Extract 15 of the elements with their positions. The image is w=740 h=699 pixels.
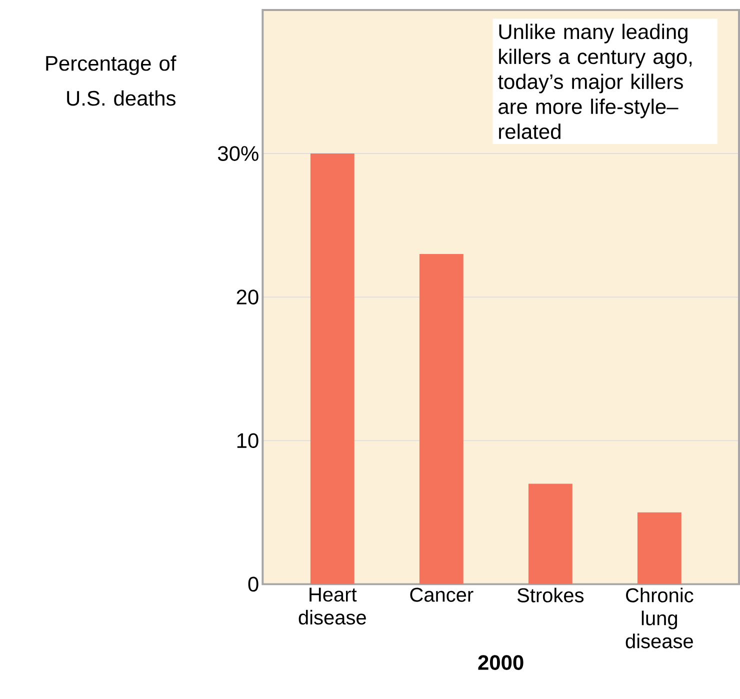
x-tick-label: Cancer (410, 588, 474, 602)
x-tick-label: Heart disease (298, 588, 366, 625)
y-tick-label: 30% (218, 146, 258, 161)
y-tick-label: 0 (248, 576, 258, 592)
bar (528, 484, 572, 584)
x-axis-title: 2000 (478, 655, 524, 670)
annotation: Unlike many leading killers a century ago, today’s major killers are more life-style–related (498, 24, 692, 140)
bar (419, 254, 464, 584)
x-tick-label: Chronic lung disease (626, 588, 694, 648)
x-tick-label: Strokes (517, 588, 584, 602)
y-tick-label: 20 (236, 290, 258, 304)
bar (310, 154, 354, 584)
y-axis-title: Percentage of U.S. deaths (46, 55, 176, 106)
y-tick-label: 10 (237, 433, 258, 448)
bar (637, 512, 682, 584)
